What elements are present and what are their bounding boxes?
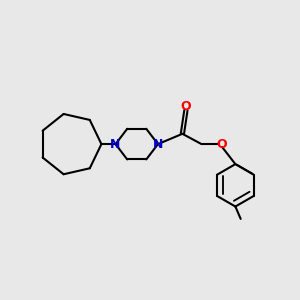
Text: N: N: [110, 138, 121, 151]
Text: O: O: [217, 138, 227, 151]
Text: N: N: [153, 138, 163, 151]
Text: O: O: [181, 100, 191, 113]
